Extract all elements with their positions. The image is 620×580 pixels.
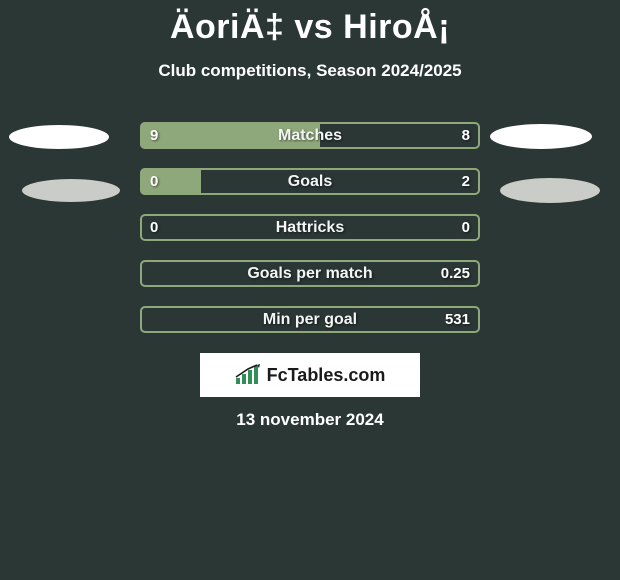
stat-value-right: 2 — [462, 168, 470, 195]
footer-date: 13 november 2024 — [0, 410, 620, 430]
stats-container: 9 Matches 8 0 Goals 2 0 Hattricks 0 0 Go… — [140, 122, 480, 352]
stat-label: Min per goal — [140, 306, 480, 333]
page-title: ÄoriÄ‡ vs HiroÅ¡ — [0, 0, 620, 47]
bar-chart-icon — [235, 364, 261, 386]
brand-badge: FcTables.com — [200, 353, 420, 397]
right-ellipse-mid — [500, 178, 600, 203]
stat-label: Goals — [140, 168, 480, 195]
left-ellipse-mid — [22, 179, 120, 202]
stat-row-matches: 9 Matches 8 — [140, 122, 480, 149]
right-ellipse-top — [490, 124, 592, 149]
brand-text: FcTables.com — [267, 365, 386, 386]
stat-value-right: 0 — [462, 214, 470, 241]
stat-row-goals: 0 Goals 2 — [140, 168, 480, 195]
left-ellipse-top — [9, 125, 109, 149]
stat-label: Matches — [140, 122, 480, 149]
stat-row-min-per-goal: 0 Min per goal 531 — [140, 306, 480, 333]
stat-row-goals-per-match: 0 Goals per match 0.25 — [140, 260, 480, 287]
stat-value-right: 531 — [445, 306, 470, 333]
stat-value-right: 8 — [462, 122, 470, 149]
stat-row-hattricks: 0 Hattricks 0 — [140, 214, 480, 241]
stat-label: Hattricks — [140, 214, 480, 241]
stat-label: Goals per match — [140, 260, 480, 287]
stat-value-right: 0.25 — [441, 260, 470, 287]
page-subtitle: Club competitions, Season 2024/2025 — [0, 61, 620, 81]
